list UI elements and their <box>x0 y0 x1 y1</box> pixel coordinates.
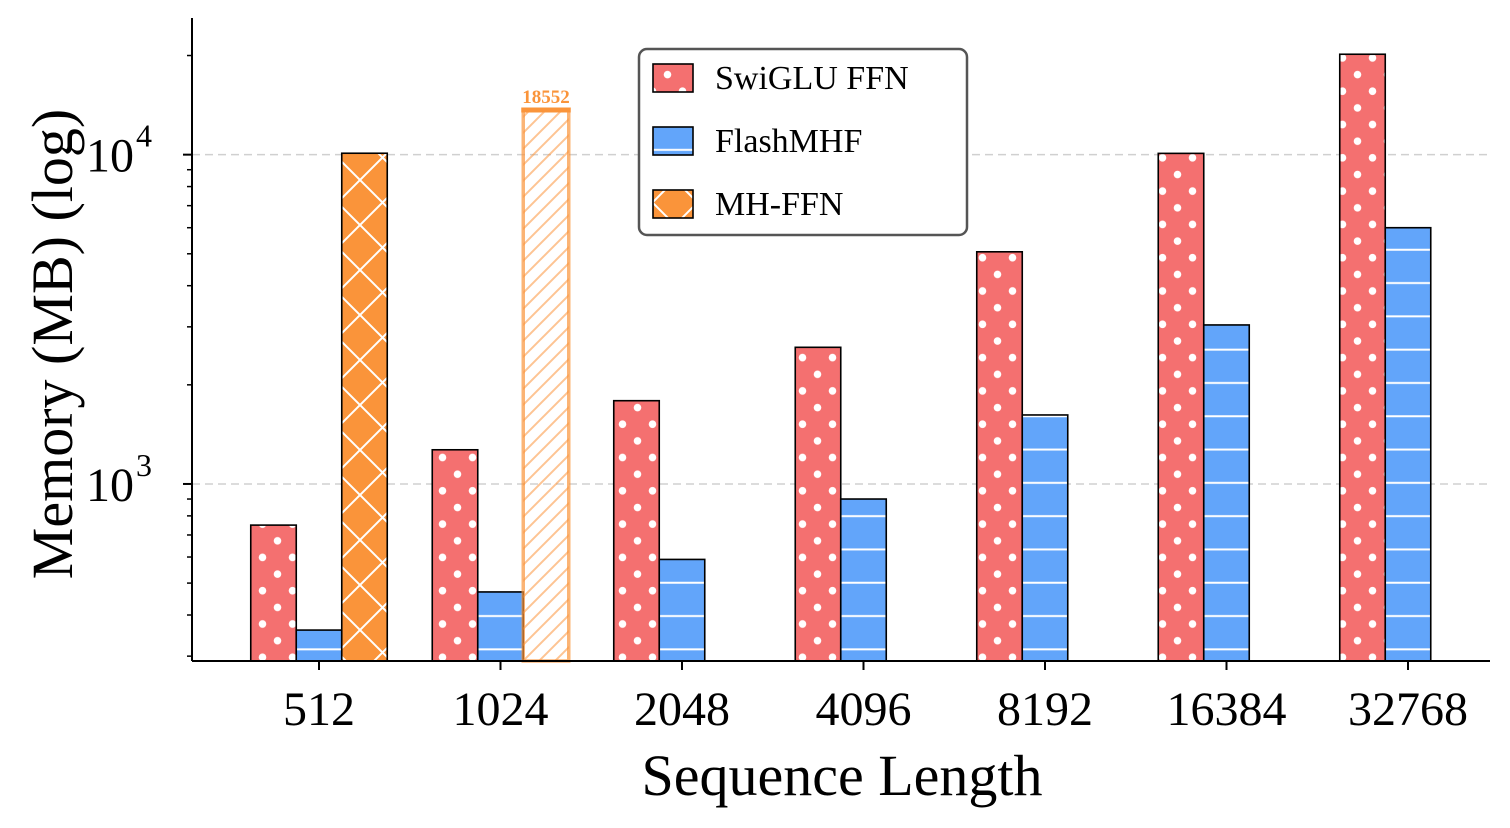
legend-label: FlashMHF <box>715 123 862 160</box>
bar-swiglu-ffn-1024 <box>431 448 479 662</box>
y-axis-label: Memory (MB) (log) <box>20 109 85 579</box>
oom-bar-value-label: 18552 <box>522 87 570 108</box>
bar-swiglu-ffn-8192 <box>975 250 1024 662</box>
legend-item-swiglu-ffn: SwiGLU FFN <box>652 60 909 97</box>
bars-layer: 18552 <box>249 53 1432 663</box>
bar-flashmhf-4096 <box>839 498 888 662</box>
legend-label: MH-FFN <box>715 186 843 223</box>
oom-bar-mh-ffn-1024: 18552 <box>521 87 571 663</box>
x-tick-label-512: 512 <box>283 683 355 736</box>
bar-mh-ffn-512 <box>340 152 389 662</box>
x-tick-label-32768: 32768 <box>1348 683 1468 736</box>
x-axis-label: Sequence Length <box>641 743 1042 808</box>
y-tick-label-exponent: 4 <box>136 118 152 154</box>
bar-swiglu-ffn-32768 <box>1338 53 1387 662</box>
legend-item-flashmhf: FlashMHF <box>652 123 862 160</box>
y-tick-label: 10 <box>86 459 134 512</box>
y-tick-label-exponent: 3 <box>136 447 152 483</box>
x-tick-label-8192: 8192 <box>997 683 1093 736</box>
legend-label: SwiGLU FFN <box>715 60 909 97</box>
bar-flashmhf-32768 <box>1384 226 1432 662</box>
y-tick-label: 10 <box>86 130 134 183</box>
x-tick-label-1024: 1024 <box>453 683 549 736</box>
bar-swiglu-ffn-16384 <box>1157 152 1205 662</box>
bar-flashmhf-16384 <box>1202 324 1251 662</box>
bar-flashmhf-512 <box>295 629 343 662</box>
x-tick-label-16384: 16384 <box>1167 683 1287 736</box>
bar-flashmhf-2048 <box>658 558 706 662</box>
legend: SwiGLU FFN FlashMHF MH-FFN <box>637 47 969 237</box>
legend-frame <box>637 47 969 237</box>
x-tick-label-2048: 2048 <box>634 683 730 736</box>
bar-flashmhf-1024 <box>476 591 525 662</box>
bar-swiglu-ffn-512 <box>249 524 298 662</box>
grid-layer <box>192 153 1490 485</box>
x-tick-label-4096: 4096 <box>816 683 912 736</box>
bar-flashmhf-8192 <box>1021 414 1069 662</box>
bar-swiglu-ffn-4096 <box>794 346 842 662</box>
legend-item-mh-ffn: MH-FFN <box>652 186 843 223</box>
bar-swiglu-ffn-2048 <box>612 399 661 662</box>
